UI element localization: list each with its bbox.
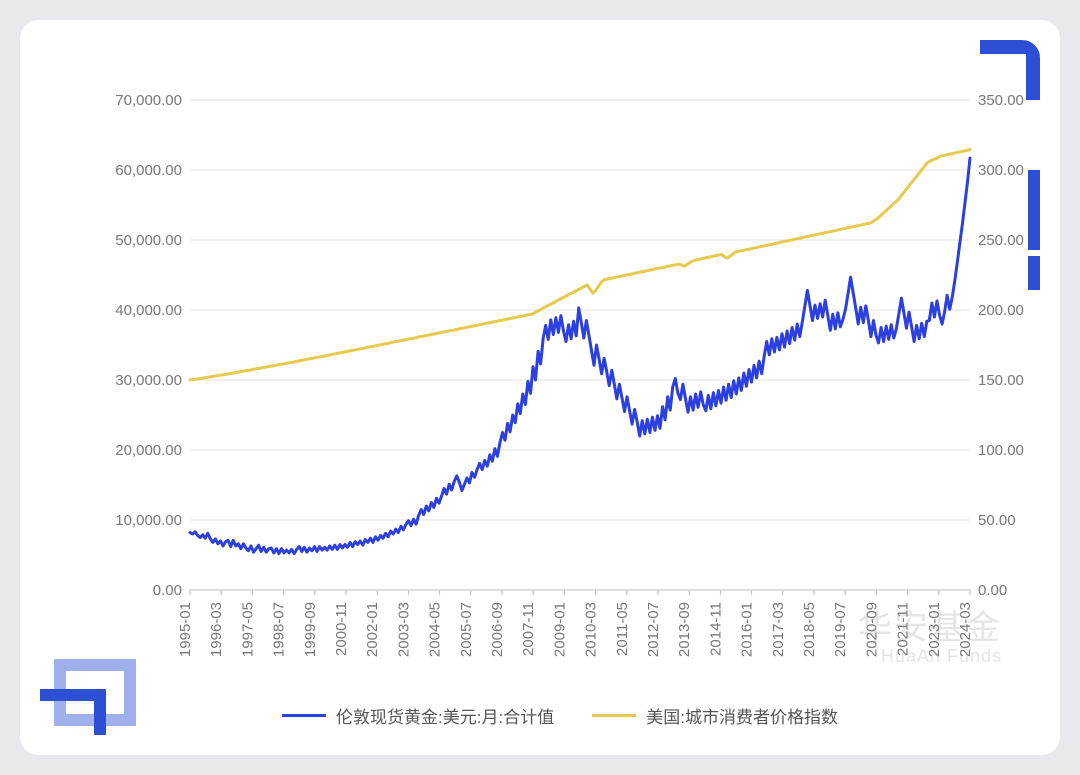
- svg-text:50,000.00: 50,000.00: [115, 232, 182, 249]
- svg-text:2013-09: 2013-09: [676, 602, 693, 657]
- svg-text:2000-11: 2000-11: [333, 602, 350, 656]
- legend-item-cpi: 美国:城市消费者价格指数: [592, 703, 838, 728]
- svg-text:200.00: 200.00: [978, 302, 1024, 319]
- svg-text:70,000.00: 70,000.00: [115, 92, 182, 109]
- svg-text:50.00: 50.00: [978, 512, 1016, 529]
- svg-text:2005-07: 2005-07: [458, 602, 475, 657]
- legend-label: 伦敦现货黄金:美元:月:合计值: [336, 703, 554, 728]
- svg-text:20,000.00: 20,000.00: [115, 442, 182, 459]
- svg-text:250.00: 250.00: [978, 232, 1024, 249]
- svg-text:2010-03: 2010-03: [583, 602, 600, 657]
- svg-text:2021-11: 2021-11: [895, 602, 912, 656]
- svg-text:2004-05: 2004-05: [427, 602, 444, 657]
- chart-container: 0.00 0.00 10,000.00 50.00 20,000.00 100.00 30,…: [80, 80, 1040, 720]
- legend-item-gold: 伦敦现货黄金:美元:月:合计值: [282, 703, 554, 728]
- svg-text:2011-05: 2011-05: [614, 602, 631, 656]
- svg-text:100.00: 100.00: [978, 442, 1024, 459]
- legend-swatch: [592, 714, 636, 717]
- svg-text:0.00: 0.00: [153, 582, 182, 599]
- svg-text:1996-03: 1996-03: [208, 602, 225, 657]
- svg-text:2006-09: 2006-09: [489, 602, 506, 657]
- svg-text:150.00: 150.00: [978, 372, 1024, 389]
- svg-text:2017-03: 2017-03: [770, 602, 787, 657]
- svg-text:40,000.00: 40,000.00: [115, 302, 182, 319]
- svg-text:0.00: 0.00: [978, 582, 1007, 599]
- svg-text:2012-07: 2012-07: [645, 602, 662, 657]
- svg-text:1998-07: 1998-07: [271, 602, 288, 657]
- svg-text:2002-01: 2002-01: [364, 602, 381, 657]
- line-chart: 0.00 0.00 10,000.00 50.00 20,000.00 100.00 30,…: [80, 80, 1040, 720]
- svg-text:2018-05: 2018-05: [801, 602, 818, 657]
- svg-text:350.00: 350.00: [978, 92, 1024, 109]
- svg-text:2014-11: 2014-11: [707, 602, 724, 656]
- svg-text:30,000.00: 30,000.00: [115, 372, 182, 389]
- chart-frame: 0.00 0.00 10,000.00 50.00 20,000.00 100.00 30,…: [20, 20, 1060, 755]
- svg-text:1997-05: 1997-05: [239, 602, 256, 657]
- svg-text:2020-09: 2020-09: [863, 602, 880, 657]
- legend-swatch: [282, 714, 326, 717]
- svg-text:10,000.00: 10,000.00: [115, 512, 182, 529]
- svg-text:300.00: 300.00: [978, 162, 1024, 179]
- svg-text:2009-01: 2009-01: [551, 602, 568, 657]
- legend-label: 美国:城市消费者价格指数: [646, 703, 838, 728]
- svg-text:2024-03: 2024-03: [957, 602, 974, 657]
- legend: 伦敦现货黄金:美元:月:合计值 美国:城市消费者价格指数: [80, 703, 1040, 728]
- svg-text:2016-01: 2016-01: [739, 602, 756, 657]
- svg-text:2023-01: 2023-01: [926, 602, 943, 657]
- svg-text:1999-09: 1999-09: [302, 602, 319, 657]
- svg-text:2019-07: 2019-07: [832, 602, 849, 657]
- svg-text:2007-11: 2007-11: [520, 602, 537, 656]
- svg-text:1995-01: 1995-01: [177, 602, 194, 657]
- svg-text:2003-03: 2003-03: [395, 602, 412, 657]
- svg-text:60,000.00: 60,000.00: [115, 162, 182, 179]
